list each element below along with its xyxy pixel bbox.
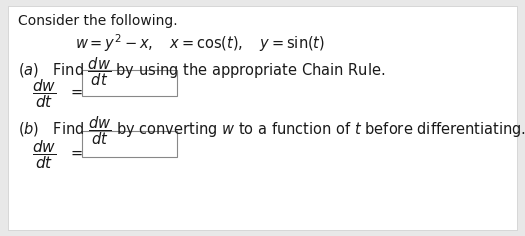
Text: $\dfrac{dw}{dt}$: $\dfrac{dw}{dt}$ (32, 77, 56, 110)
FancyBboxPatch shape (8, 6, 517, 230)
Text: $=$: $=$ (68, 145, 83, 160)
FancyBboxPatch shape (82, 131, 177, 157)
FancyBboxPatch shape (82, 70, 177, 96)
Text: $=$: $=$ (68, 84, 83, 99)
Text: $(a)$   Find $\dfrac{dw}{dt}$ by using the appropriate Chain Rule.: $(a)$ Find $\dfrac{dw}{dt}$ by using the… (18, 55, 385, 88)
Text: $\dfrac{dw}{dt}$: $\dfrac{dw}{dt}$ (32, 138, 56, 171)
Text: Consider the following.: Consider the following. (18, 14, 177, 28)
Text: $(b)$   Find $\dfrac{dw}{dt}$ by converting $w$ to a function of $t$ before diff: $(b)$ Find $\dfrac{dw}{dt}$ by convertin… (18, 114, 525, 147)
Text: $w = y^2 - x, \quad x = \cos(t), \quad y = \sin(t)$: $w = y^2 - x, \quad x = \cos(t), \quad y… (75, 32, 325, 54)
